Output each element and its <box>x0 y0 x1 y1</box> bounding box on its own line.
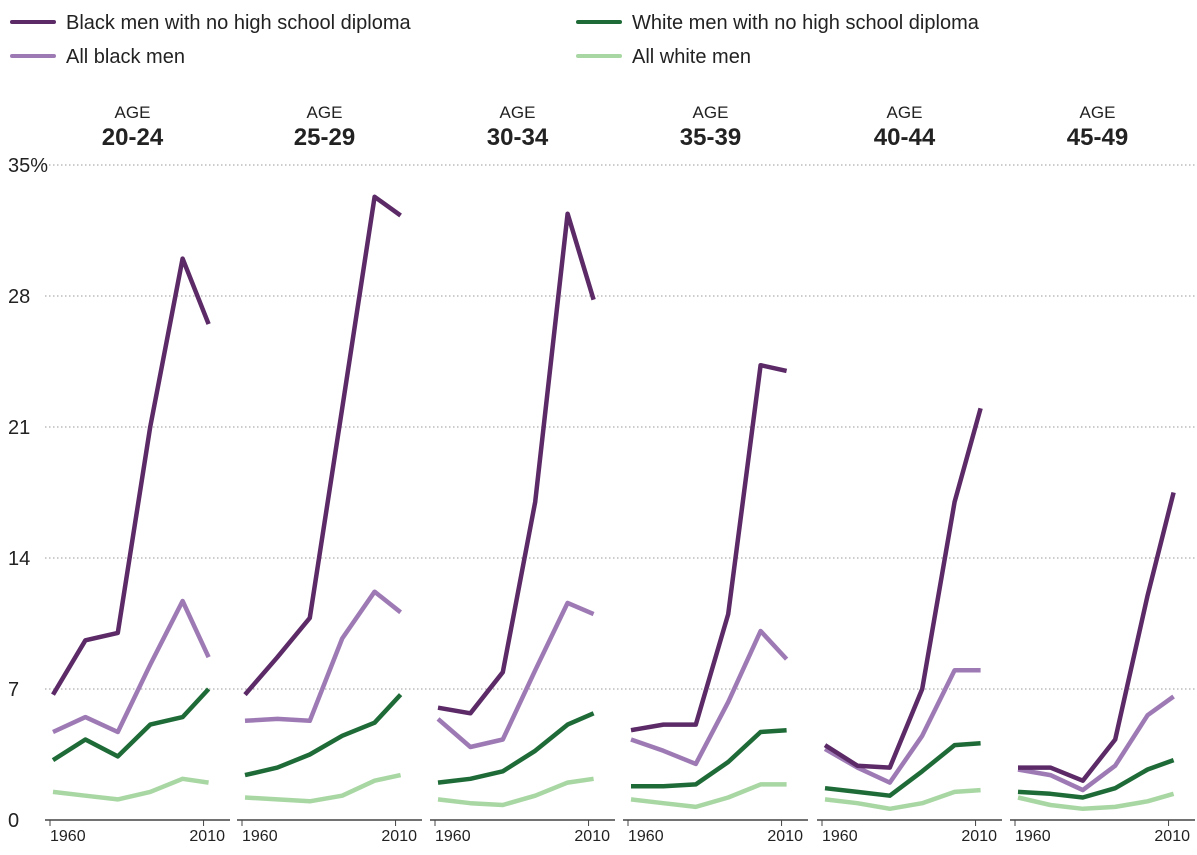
legend-label: Black men with no high school diploma <box>66 12 412 34</box>
panels: AGE 20-24 1960 2010 AGE 25-29 1960 2010 AGE 30-34… <box>45 103 1195 845</box>
y-tick-label: 35% <box>8 155 48 177</box>
legend-item: Black men with no high school diploma <box>10 12 412 34</box>
legend-item: All white men <box>576 46 751 68</box>
y-tick-label: 28 <box>8 286 30 308</box>
series-line <box>52 598 211 735</box>
x-tick-label: 1960 <box>242 828 278 845</box>
x-tick-label: 1960 <box>1015 828 1051 845</box>
panel-age-20-24: AGE 20-24 1960 2010 <box>45 103 230 845</box>
series-line <box>243 194 402 697</box>
x-tick-label: 2010 <box>961 828 997 845</box>
series-line <box>51 256 211 696</box>
series-line <box>1017 791 1175 812</box>
series-line <box>824 741 981 798</box>
series-line <box>244 589 402 724</box>
series-line <box>437 776 594 808</box>
y-tick-label: 7 <box>8 679 19 701</box>
series-line <box>824 787 981 812</box>
x-tick-label: 1960 <box>435 828 471 845</box>
legend: Black men with no high school diploma Whi… <box>10 12 980 68</box>
panel-age-label: AGE <box>887 103 923 122</box>
panel-age-30-34: AGE 30-34 1960 2010 <box>430 103 615 845</box>
series-line <box>1017 757 1175 800</box>
panel-age-label: AGE <box>1080 103 1116 122</box>
panel-age-label: AGE <box>500 103 536 122</box>
panel-age-range: 45-49 <box>1067 124 1128 151</box>
x-tick-label: 2010 <box>767 828 803 845</box>
panel-age-label: AGE <box>693 103 729 122</box>
series-line <box>630 362 788 733</box>
panel-age-35-39: AGE 35-39 1960 2010 <box>623 103 808 845</box>
y-tick-label: 14 <box>8 548 30 570</box>
panel-age-label: AGE <box>307 103 343 122</box>
series-line <box>823 407 983 770</box>
series-line <box>1018 491 1176 783</box>
x-tick-label: 2010 <box>381 828 417 845</box>
panel-age-label: AGE <box>115 103 151 122</box>
y-tick-label: 0 <box>8 810 19 832</box>
x-tick-label: 2010 <box>574 828 610 845</box>
x-tick-label: 2010 <box>1154 828 1190 845</box>
panel-age-25-29: AGE 25-29 1960 2010 <box>237 103 422 845</box>
x-tick-label: 1960 <box>628 828 664 845</box>
x-tick-label: 1960 <box>50 828 86 845</box>
series-line <box>1017 694 1175 793</box>
series-line <box>630 628 789 767</box>
panel-age-45-49: AGE 45-49 1960 2010 <box>1010 103 1195 845</box>
x-tick-label: 2010 <box>189 828 225 845</box>
series-line <box>437 711 595 785</box>
series-line <box>631 727 787 789</box>
gridlines <box>45 164 1197 690</box>
series-line <box>823 668 981 785</box>
legend-item: All black men <box>10 46 185 68</box>
series-line <box>437 211 596 716</box>
panel-age-range: 20-24 <box>102 124 164 151</box>
legend-label: White men with no high school diploma <box>632 12 980 34</box>
legend-item: White men with no high school diploma <box>576 12 980 34</box>
panel-age-40-44: AGE 40-44 1960 2010 <box>817 103 1002 845</box>
panel-age-range: 35-39 <box>680 124 741 151</box>
x-tick-label: 1960 <box>822 828 858 845</box>
panel-age-range: 30-34 <box>487 124 549 151</box>
legend-label: All black men <box>66 46 185 68</box>
panel-age-range: 25-29 <box>294 124 355 151</box>
panel-age-range: 40-44 <box>874 124 936 151</box>
series-line <box>52 776 209 802</box>
series-line <box>244 693 403 778</box>
y-tick-label: 21 <box>8 417 30 439</box>
series-line <box>51 687 211 762</box>
legend-label: All white men <box>632 46 751 68</box>
series-line <box>436 600 595 750</box>
series-line <box>244 772 402 804</box>
y-axis: 35% 28 21 14 7 0 <box>8 155 48 832</box>
series-line <box>630 782 787 810</box>
